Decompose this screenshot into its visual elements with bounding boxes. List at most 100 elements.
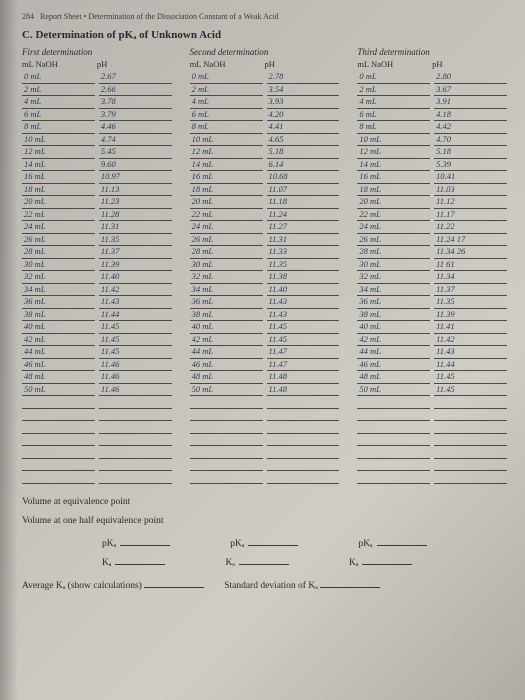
ml-cell: 38 mL	[357, 309, 430, 322]
k-label: Kₐ	[349, 558, 358, 568]
ph-cell: 11.12	[434, 196, 507, 209]
ph-cell: 11.39	[434, 309, 507, 322]
ml-cell	[22, 396, 95, 409]
table-row: 12 mL 5.18	[190, 146, 340, 159]
ph-cell: 11.47	[267, 359, 340, 372]
ml-cell: 28 mL	[190, 246, 263, 259]
ml-cell: 36 mL	[357, 296, 430, 309]
ph-cell: 5.18	[267, 146, 340, 159]
ph-cell	[434, 459, 507, 472]
ml-cell: 12 mL	[190, 146, 263, 159]
ph-cell: 11.44	[434, 359, 507, 372]
ml-cell: 22 mL	[357, 209, 430, 222]
table-row	[22, 471, 172, 484]
vol-eq-label: Volume at equivalence point	[22, 494, 507, 511]
table-row	[357, 434, 507, 447]
ph-cell: 11.43	[434, 346, 507, 359]
table-row: 36 mL11.43	[190, 296, 340, 309]
ph-cell: 11.46	[99, 359, 172, 372]
table-row	[357, 446, 507, 459]
blank-line	[320, 587, 380, 588]
ph-cell: 11.07	[267, 184, 340, 197]
ph-cell	[99, 446, 172, 459]
table-row: 24 mL11.27	[190, 221, 340, 234]
ml-cell: 6 mL	[22, 109, 95, 122]
table-row: 36 mL11.35	[357, 296, 507, 309]
ph-cell: 4.46	[99, 121, 172, 134]
ml-cell: 20 mL	[190, 196, 263, 209]
table-row: 44 mL11.47	[190, 346, 340, 359]
table-row: 8 mL4.42	[357, 121, 507, 134]
subheaders: mL NaOH pH	[22, 59, 172, 69]
ph-cell: 11.47	[267, 346, 340, 359]
ml-cell	[357, 434, 430, 447]
blank-line	[377, 545, 427, 546]
ph-cell: 10.41	[434, 171, 507, 184]
ph-cell: 11.39	[99, 259, 172, 272]
ph-cell: 3.79	[99, 109, 172, 122]
pk-label: pKₐ	[358, 536, 372, 553]
ml-cell	[190, 409, 263, 422]
table-row: 8 mL4.41	[190, 121, 340, 134]
ml-cell: 48 mL	[357, 371, 430, 384]
ph-cell: 11.45	[267, 321, 340, 334]
ml-cell: 12 mL	[357, 146, 430, 159]
table-row: 20 mL11.18	[190, 196, 340, 209]
section-title: C. Determination of pKₐ of Unknown Acid	[22, 29, 507, 41]
table-row: 16 mL10.41	[357, 171, 507, 184]
ph-cell	[267, 471, 340, 484]
table-row: 20 mL11.23	[22, 196, 172, 209]
blank-line	[248, 545, 298, 546]
ml-cell: 50 mL	[357, 384, 430, 397]
table-row	[22, 409, 172, 422]
ml-cell: 42 mL	[22, 334, 95, 347]
ml-cell: 10 mL	[190, 134, 263, 147]
table-row: 10 mL4.74	[22, 134, 172, 147]
table-row: 18 mL11.03	[357, 184, 507, 197]
table-row: 14 mL9.60	[22, 159, 172, 172]
ph-cell: 5.45	[99, 146, 172, 159]
table-row: 4 mL3.91	[357, 96, 507, 109]
ml-cell	[190, 434, 263, 447]
ph-cell: 11.38	[267, 271, 340, 284]
data-columns: First determination mL NaOH pH 0 mL2.672…	[22, 47, 507, 484]
col-header-first: First determination	[22, 47, 172, 57]
ph-cell	[267, 459, 340, 472]
ml-cell: 4 mL	[190, 96, 263, 109]
ph-cell: 11.43	[267, 309, 340, 322]
table-row: 28 mL11.33	[190, 246, 340, 259]
ml-cell: 42 mL	[357, 334, 430, 347]
table-row: 32 mL11.34	[357, 271, 507, 284]
ml-cell: 16 mL	[22, 171, 95, 184]
table-row: 12 mL5.45	[22, 146, 172, 159]
table-row: 28 mL11.37	[22, 246, 172, 259]
stdev-label: Standard deviation of Kₐ	[224, 581, 318, 591]
ml-cell	[190, 421, 263, 434]
ph-cell: 11.45	[99, 334, 172, 347]
table-row: 2 mL3.67	[357, 84, 507, 97]
ph-cell: 11.42	[99, 284, 172, 297]
ph-cell: 2.78	[267, 71, 340, 84]
ph-cell: 4.70	[434, 134, 507, 147]
ml-cell: 46 mL	[190, 359, 263, 372]
ml-cell: 30 mL	[22, 259, 95, 272]
ml-cell: 32 mL	[22, 271, 95, 284]
bottom-section: Volume at equivalence point Volume at on…	[22, 494, 507, 595]
ml-cell: 18 mL	[190, 184, 263, 197]
table-row: 44 mL11.43	[357, 346, 507, 359]
table-row	[22, 459, 172, 472]
table-row: 24 mL11.31	[22, 221, 172, 234]
ml-cell: 22 mL	[22, 209, 95, 222]
ph-cell: 3.93	[267, 96, 340, 109]
pk-row: pKₐ pKₐ pKₐ	[22, 536, 507, 553]
table-row: 30 mL 11.39	[22, 259, 172, 272]
ph-cell: 5.18	[434, 146, 507, 159]
header-text: Report Sheet • Determination of the Diss…	[40, 12, 279, 21]
table-row: 4 mL3.78	[22, 96, 172, 109]
table-row: 22 mL11.17	[357, 209, 507, 222]
ml-cell: 26 mL	[190, 234, 263, 247]
table-row	[357, 396, 507, 409]
ml-cell	[190, 471, 263, 484]
table-row	[357, 409, 507, 422]
table-row: 50 mL11.45	[357, 384, 507, 397]
